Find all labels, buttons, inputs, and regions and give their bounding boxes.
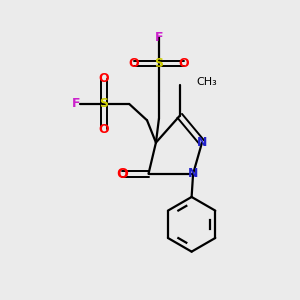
Text: S: S: [99, 98, 108, 110]
Text: F: F: [155, 31, 163, 44]
Text: O: O: [179, 57, 190, 70]
Text: F: F: [72, 98, 80, 110]
Text: O: O: [128, 57, 139, 70]
Text: O: O: [99, 72, 109, 85]
Text: CH₃: CH₃: [196, 76, 217, 87]
Text: O: O: [99, 123, 109, 136]
Text: N: N: [197, 136, 207, 149]
Text: O: O: [116, 167, 128, 181]
Text: N: N: [188, 167, 198, 180]
Text: S: S: [154, 57, 164, 70]
